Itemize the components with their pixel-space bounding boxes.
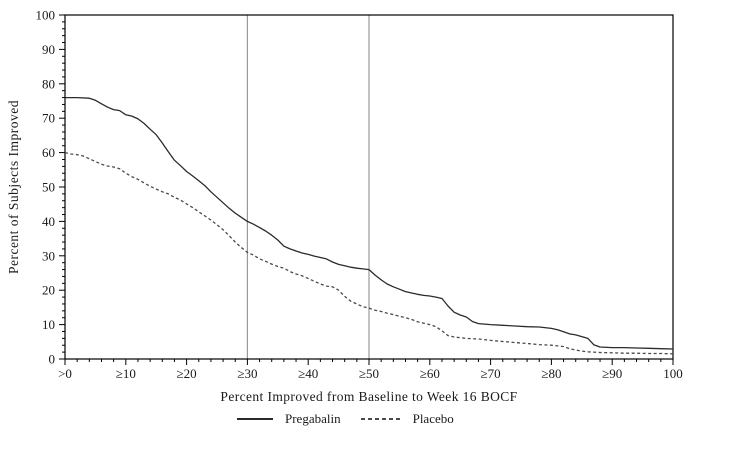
x-tick-label: ≥30 [237,366,257,381]
y-tick-label: 20 [42,283,55,298]
x-tick-label: ≥50 [359,366,379,381]
x-axis: >0 ≥10 ≥20 ≥30 ≥40 ≥50 ≥60 ≥70 ≥80 ≥90 100 [58,359,683,381]
y-tick-label: 50 [42,180,55,195]
dashed-line-icon [360,418,401,420]
y-tick-label: 0 [49,352,56,367]
series-pregabalin [65,96,674,350]
legend-item-placebo: Placebo [360,411,454,427]
x-axis-title: Percent Improved from Baseline to Week 1… [220,389,518,404]
y-axis: 0 10 20 30 40 50 60 70 80 90 100 [36,8,65,367]
solid-line-icon [237,418,273,420]
x-tick-label: ≥40 [298,366,318,381]
x-tick-label: ≥80 [541,366,561,381]
x-tick-label: ≥20 [177,366,197,381]
x-tick-label: ≥10 [116,366,136,381]
x-tick-label: ≥70 [481,366,501,381]
legend-item-pregabalin: Pregabalin [237,411,341,427]
series-placebo [64,151,674,355]
x-tick-label: ≥90 [602,366,622,381]
y-tick-label: 30 [42,248,55,263]
legend-label-placebo: Placebo [412,411,454,426]
y-tick-label: 100 [36,8,56,23]
legend: Pregabalin Placebo [237,411,454,427]
y-tick-label: 90 [42,42,55,57]
legend-label-pregabalin: Pregabalin [285,411,341,426]
y-tick-label: 60 [42,145,55,160]
reference-lines [246,15,370,359]
x-tick-label: 100 [663,366,683,381]
y-tick-label: 70 [42,111,55,126]
x-tick-label: >0 [58,366,72,381]
x-tick-label: ≥60 [420,366,440,381]
y-tick-label: 10 [42,317,55,332]
y-axis-title: Percent of Subjects Improved [6,100,21,274]
y-tick-label: 40 [42,214,55,229]
y-tick-label: 80 [42,76,55,91]
